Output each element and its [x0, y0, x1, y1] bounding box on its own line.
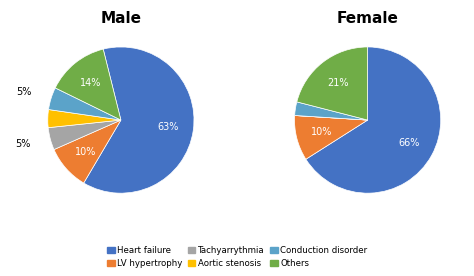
Text: 5%: 5%: [15, 139, 30, 149]
Text: 66%: 66%: [399, 138, 420, 148]
Wedge shape: [84, 47, 194, 193]
Wedge shape: [297, 47, 368, 120]
Text: 21%: 21%: [328, 78, 349, 87]
Wedge shape: [295, 115, 368, 120]
Text: 5%: 5%: [16, 87, 31, 97]
Legend: Heart failure, LV hypertrophy, Tachyarrythmia, Aortic stenosis, Conduction disor: Heart failure, LV hypertrophy, Tachyarry…: [103, 243, 371, 272]
Wedge shape: [295, 115, 368, 120]
Wedge shape: [48, 88, 121, 120]
Text: 10%: 10%: [75, 147, 96, 156]
Wedge shape: [55, 49, 121, 120]
Text: 14%: 14%: [80, 78, 102, 88]
Wedge shape: [48, 110, 121, 128]
Text: 0: 0: [0, 275, 1, 276]
Title: Female: Female: [337, 11, 399, 26]
Wedge shape: [48, 120, 121, 150]
Text: 63%: 63%: [157, 122, 179, 132]
Wedge shape: [295, 102, 368, 120]
Wedge shape: [306, 47, 441, 193]
Wedge shape: [294, 115, 368, 159]
Text: 3%: 3%: [0, 275, 1, 276]
Text: 10%: 10%: [311, 127, 332, 137]
Title: Male: Male: [100, 11, 141, 26]
Wedge shape: [54, 120, 121, 183]
Text: 0: 0: [0, 275, 1, 276]
Text: 4%: 4%: [0, 275, 1, 276]
